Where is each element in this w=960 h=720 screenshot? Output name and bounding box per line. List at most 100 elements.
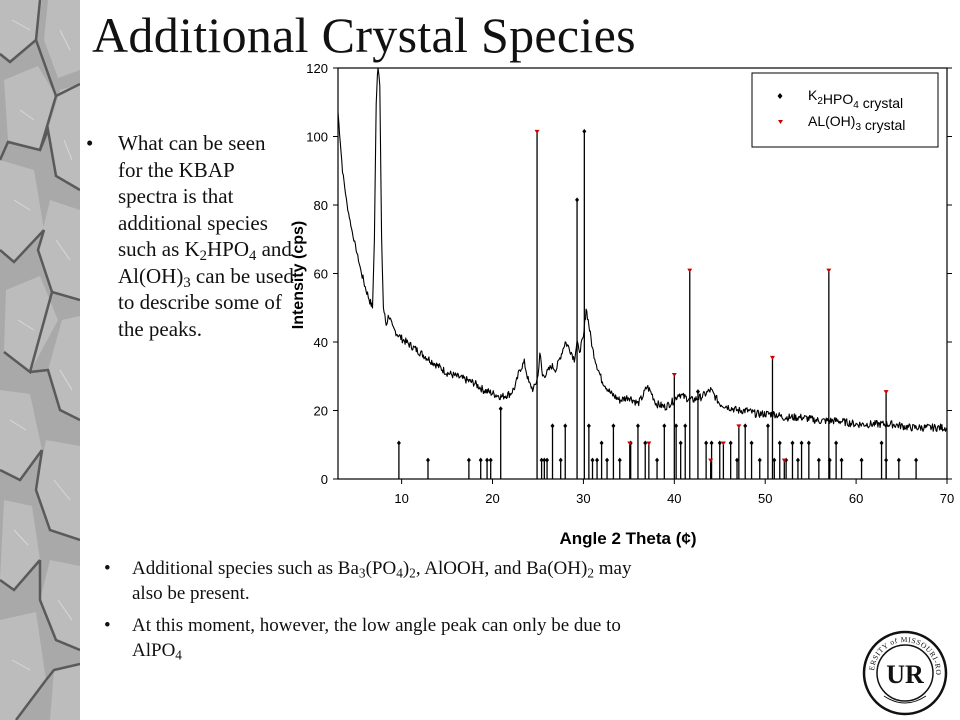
legend-text: K [808,87,818,103]
x-tick-label: 20 [485,491,499,506]
aloh3-point [883,390,889,395]
y-tick-label: 120 [306,61,328,76]
k2hpo4-markers [396,128,919,463]
aloh3-point [736,424,742,429]
k2hpo4-point [575,197,580,203]
aloh3-point [708,458,714,463]
aloh3-point [720,441,726,446]
legend-subscript: 3 [855,122,861,133]
text-run: What can be seen for the KBAP spectra is… [118,131,268,261]
x-tick-label: 50 [758,491,772,506]
marble-texture-strip [0,0,80,720]
k2hpo4-point [550,423,555,429]
university-seal-logo: UNIVERSITY of MISSOURI-ROLLA UR [862,630,948,716]
k2hpo4-point [582,128,587,134]
y-axis-label: Intensity (cps) [290,221,307,329]
k2hpo4-point [728,440,733,446]
k2hpo4-point [709,440,714,446]
spectrum-line [337,67,948,432]
legend-text: crystal [865,117,905,133]
k2hpo4-point [599,440,604,446]
aloh3-markers [534,129,889,463]
k2hpo4-point [914,457,919,463]
k2hpo4-point [717,440,722,446]
k2hpo4-point [839,457,844,463]
svg-text:UR: UR [886,660,924,689]
k2hpo4-point [790,440,795,446]
x-tick-label: 70 [940,491,954,506]
aloh3-point [769,355,775,360]
legend-subscript: 4 [853,100,859,111]
x-tick-label: 10 [394,491,408,506]
subscript-text: 4 [396,565,403,581]
text-run: may also be present. [132,558,632,604]
subscript-text: 2 [409,565,416,581]
left-bullet-list: What can be seen for the KBAP spectra is… [84,130,294,342]
aloh3-point [627,441,633,446]
subscript-text: 3 [358,565,366,581]
k2hpo4-point [834,440,839,446]
bottom-bullet-list: Additional species such as Ba3(PO4)2, Al… [104,556,664,670]
k2hpo4-point [542,457,547,463]
legend-text: HPO [823,91,853,107]
k2hpo4-point [563,423,568,429]
text-run: (PO [365,558,397,579]
x-axis-label: Angle 2 Theta (¢) [560,529,697,548]
k2hpo4-point [765,423,770,429]
y-tick-label: 60 [314,267,328,282]
x-tick-label: 30 [576,491,590,506]
legend-k2hpo4-label: K2HPO4 crystal [808,87,903,111]
k2hpo4-point [678,440,683,446]
k2hpo4-point [539,457,544,463]
k2hpo4-point [662,423,667,429]
k2hpo4-point [485,457,490,463]
text-run: ) [402,558,410,579]
legend-subscript: 2 [817,96,823,107]
x-tick-label: 60 [849,491,863,506]
y-tick-label: 0 [321,472,328,487]
k2hpo4-point [590,457,595,463]
aloh3-point [781,458,787,463]
k2hpo4-point [674,423,679,429]
text-run: At this moment, however, the low angle p… [132,615,621,661]
k2hpo4-point [879,440,884,446]
x-axis-ticks: 10 20 30 40 50 60 70 [394,479,954,506]
k2hpo4-point [799,440,804,446]
text-run: can be used to describe some of the peak… [118,263,294,341]
x-tick-label: 40 [667,491,681,506]
y-tick-label: 40 [314,335,328,350]
subscript-text: 3 [183,274,191,291]
subscript-text: 2 [587,565,594,581]
k2hpo4-point [827,457,832,463]
k2hpo4-point [704,440,709,446]
legend-aloh3-marker [778,120,783,124]
text-run: and Al(OH) [118,237,292,288]
k2hpo4-point [617,457,622,463]
text-run: HPO [207,237,250,261]
chart-legend: K2HPO4 crystal AL(OH)3 crystal [751,72,939,148]
k2hpo4-point [586,423,591,429]
k2hpo4-point [466,457,471,463]
k2hpo4-point [743,423,748,429]
slide-title: Additional Crystal Species [92,7,636,63]
y-tick-label: 20 [314,404,328,419]
subscript-text: 4 [249,248,257,265]
k2hpo4-point [635,423,640,429]
k2hpo4-point [896,457,901,463]
k2hpo4-point [884,457,889,463]
legend-k2hpo4-marker [777,93,783,99]
k2hpo4-point [695,389,700,395]
legend-text: crystal [863,95,903,111]
bullet-kbap-spectra: What can be seen for the KBAP spectra is… [84,130,294,342]
k2hpo4-point [749,440,754,446]
k2hpo4-point [777,440,782,446]
legend-text: AL(OH) [808,113,855,129]
k2hpo4-point [683,423,688,429]
aloh3-point [826,268,832,273]
aloh3-point [687,268,693,273]
k2hpo4-point [655,457,660,463]
bullet-additional-species: Additional species such as Ba3(PO4)2, Al… [104,556,664,606]
k2hpo4-point [498,406,503,412]
y-tick-label: 80 [314,198,328,213]
y-tick-label: 100 [306,130,328,145]
